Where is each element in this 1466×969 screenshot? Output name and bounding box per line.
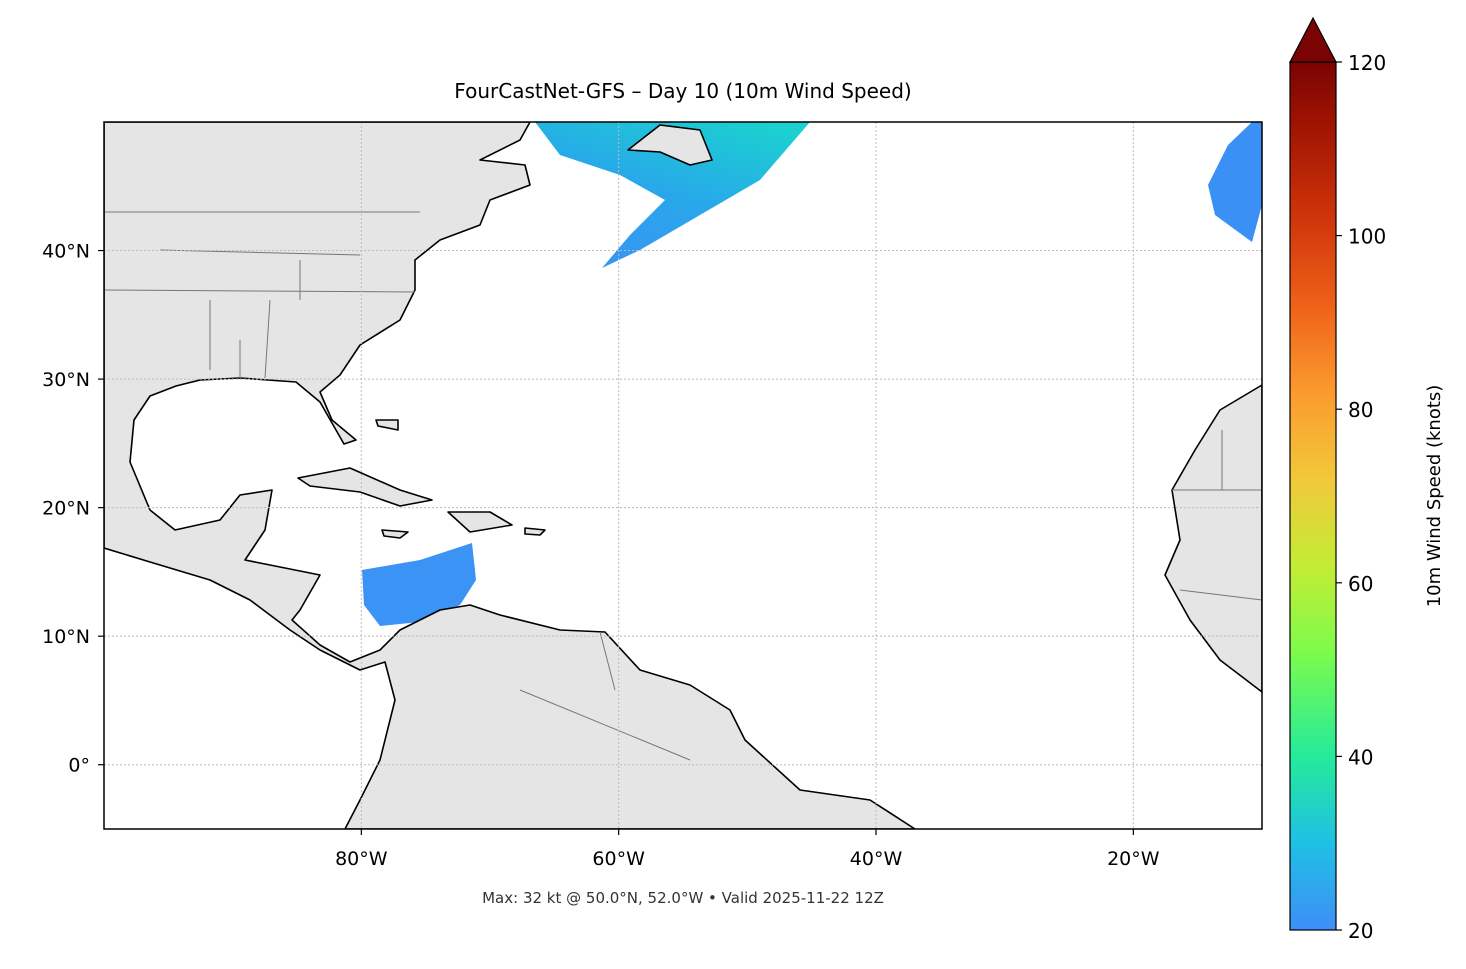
x-tick-label: 40°W — [850, 848, 903, 870]
land — [447, 511, 513, 533]
land — [1164, 384, 1262, 693]
colorbar-label: 10m Wind Speed (knots) — [1424, 385, 1445, 608]
y-tick-label: 10°N — [42, 626, 90, 648]
map-title: FourCastNet-GFS – Day 10 (10m Wind Speed… — [454, 79, 911, 103]
colorbar-extend — [1289, 16, 1337, 63]
y-tick-label: 40°N — [42, 241, 90, 263]
colorbar-tick-label: 20 — [1348, 919, 1373, 943]
land — [104, 122, 916, 829]
land — [524, 527, 546, 536]
land — [381, 529, 409, 539]
colorbar-tick-label: 60 — [1348, 572, 1373, 596]
borders — [104, 211, 1262, 761]
map-area — [104, 122, 1262, 829]
annotation: Max: 32 kt @ 50.0°N, 52.0°W • Valid 2025… — [482, 889, 884, 907]
wind-region — [1208, 122, 1262, 242]
wind-region — [362, 543, 476, 626]
colorbar-tick-label: 100 — [1348, 225, 1386, 249]
y-tick-label: 30°N — [42, 369, 90, 391]
colorbar-tick-label: 80 — [1348, 398, 1373, 422]
wind-region — [535, 122, 810, 268]
x-tick-label: 60°W — [592, 848, 645, 870]
y-tick-label: 0° — [68, 755, 90, 777]
x-tick-label: 80°W — [335, 848, 388, 870]
x-tick-label: 20°W — [1107, 848, 1160, 870]
land — [627, 124, 713, 166]
land — [375, 419, 399, 431]
land — [297, 467, 433, 507]
y-tick-label: 20°N — [42, 498, 90, 520]
map-frame — [103, 121, 1263, 830]
colorbar-tick-label: 120 — [1348, 51, 1386, 75]
colorbar-tick-label: 40 — [1348, 745, 1373, 769]
colorbar — [1289, 61, 1337, 931]
